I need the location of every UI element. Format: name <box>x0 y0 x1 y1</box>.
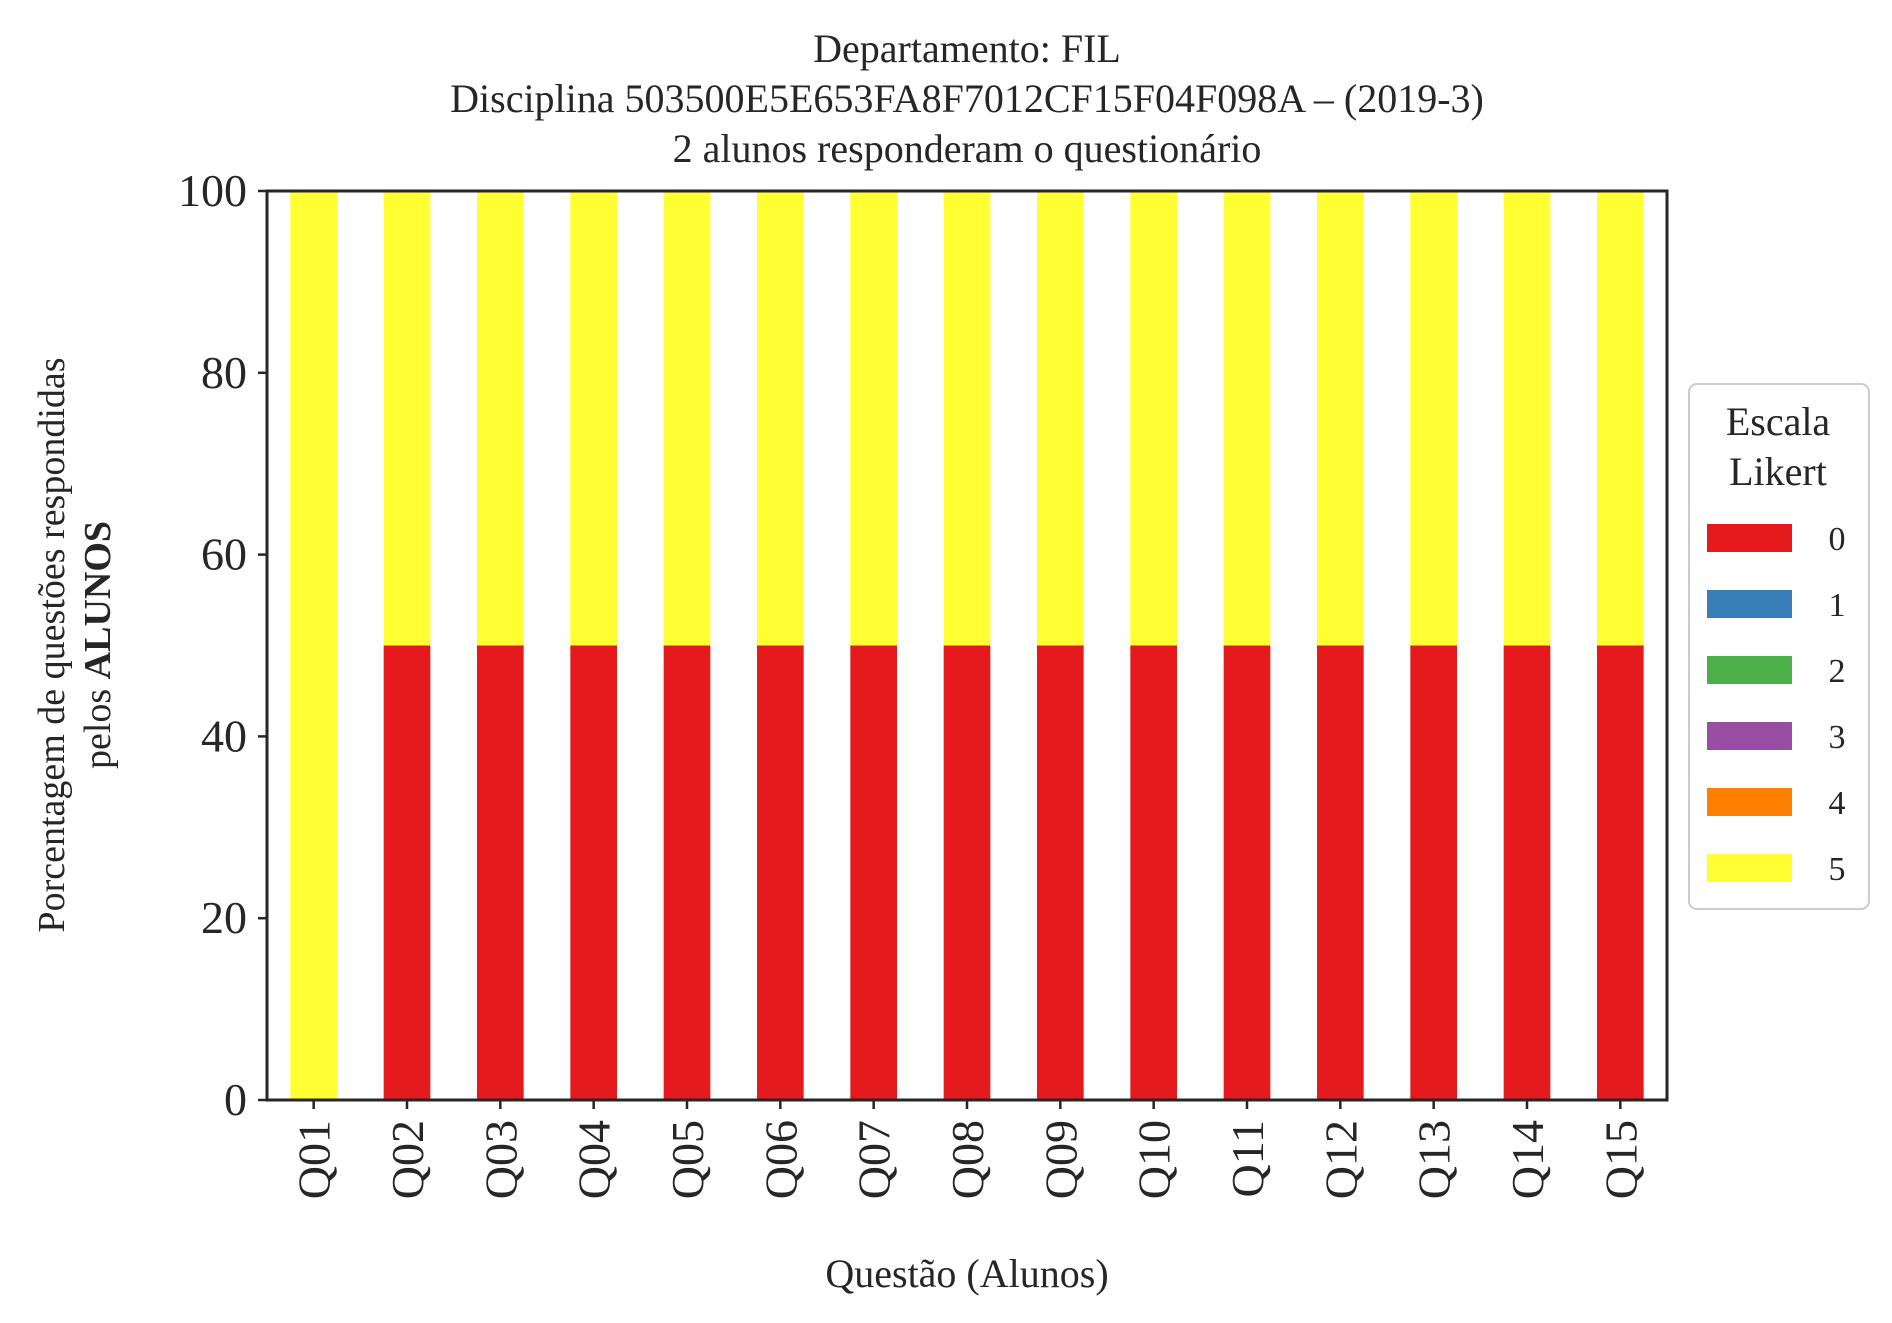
legend-title: Escala Likert <box>1726 399 1831 494</box>
bar-Q08-scale-5 <box>943 191 991 646</box>
legend-label-2: 2 <box>1829 653 1846 690</box>
bar-Q12-scale-5 <box>1317 191 1364 646</box>
y-axis-label-line-1: Porcentagem de questões respondidas <box>31 357 73 932</box>
bar-Q15-scale-0 <box>1597 645 1644 1100</box>
legend-label-1: 1 <box>1829 587 1846 624</box>
bar-Q03-scale-5 <box>477 191 524 646</box>
legend-title-line-2: Likert <box>1729 449 1827 494</box>
legend-swatch-4 <box>1707 788 1792 816</box>
x-tick-label: Q09 <box>1035 1120 1086 1199</box>
bar-Q02-scale-5 <box>383 191 431 646</box>
legend: Escala Likert 0 1 2 3 4 5 <box>1688 383 1870 910</box>
y-tick-label: 20 <box>201 892 247 943</box>
bar-Q09-scale-0 <box>1037 645 1084 1100</box>
bar-Q14-scale-5 <box>1503 191 1551 646</box>
bars <box>290 191 1644 1100</box>
legend-frame <box>1688 383 1870 910</box>
bar-Q10-scale-5 <box>1130 191 1177 646</box>
title-line-3: 2 alunos responderam o questionário <box>673 126 1262 171</box>
bar-Q07-scale-0 <box>850 645 897 1100</box>
x-axis: Q01 Q02 Q03 Q04 Q05 Q06 Q07 Q08 Q09 Q10 Q11 Q12 Q13 Q… <box>289 1100 1646 1199</box>
legend-swatch-2 <box>1707 656 1792 684</box>
bar-Q08-scale-0 <box>943 645 991 1100</box>
bar-Q05-scale-5 <box>663 191 711 646</box>
chart-title: Departamento: FIL Disciplina 503500E5E653… <box>450 26 1484 171</box>
x-tick-label: Q07 <box>849 1120 900 1199</box>
y-axis: 0 20 40 60 80 100 <box>178 165 267 1125</box>
x-tick-label: Q01 <box>289 1120 340 1199</box>
legend-swatch-3 <box>1707 722 1792 750</box>
y-axis-label-line-2: pelos ALUNOS <box>77 521 119 769</box>
x-tick-label: Q14 <box>1502 1120 1553 1199</box>
legend-swatch-5 <box>1707 854 1792 882</box>
y-tick-label: 80 <box>201 347 247 398</box>
x-tick-label: Q02 <box>382 1120 433 1199</box>
legend-items: 0 1 2 3 4 5 <box>1707 521 1846 888</box>
x-tick-label: Q08 <box>942 1120 993 1199</box>
x-tick-label: Q05 <box>662 1120 713 1199</box>
x-tick-label: Q10 <box>1129 1120 1180 1199</box>
legend-title-line-1: Escala <box>1726 399 1831 444</box>
bar-Q10-scale-0 <box>1130 645 1177 1100</box>
bar-Q09-scale-5 <box>1037 191 1084 646</box>
bar-Q15-scale-5 <box>1597 191 1644 646</box>
bar-Q01-scale-5 <box>290 191 337 1100</box>
y-tick-label: 100 <box>178 165 247 216</box>
x-tick-label: Q15 <box>1595 1120 1646 1199</box>
bar-Q03-scale-0 <box>477 645 524 1100</box>
bar-Q07-scale-5 <box>850 191 897 646</box>
bar-Q05-scale-0 <box>663 645 711 1100</box>
x-tick-label: Q13 <box>1409 1120 1460 1199</box>
legend-label-5: 5 <box>1829 851 1846 888</box>
bar-Q12-scale-0 <box>1317 645 1364 1100</box>
bar-Q04-scale-0 <box>570 645 617 1100</box>
bar-Q04-scale-5 <box>570 191 617 646</box>
x-tick-label: Q11 <box>1222 1120 1273 1198</box>
legend-swatch-0 <box>1707 524 1792 552</box>
legend-label-3: 3 <box>1829 719 1846 756</box>
bar-Q02-scale-0 <box>383 645 431 1100</box>
y-tick-label: 0 <box>224 1074 247 1125</box>
bar-Q06-scale-5 <box>757 191 804 646</box>
x-axis-label: Questão (Alunos) <box>825 1251 1108 1296</box>
x-tick-label: Q04 <box>569 1120 620 1199</box>
bar-Q13-scale-0 <box>1410 645 1457 1100</box>
title-line-1: Departamento: FIL <box>813 26 1121 71</box>
x-tick-label: Q06 <box>755 1120 806 1199</box>
y-tick-label: 40 <box>201 710 247 761</box>
x-tick-label: Q03 <box>475 1120 526 1199</box>
legend-label-4: 4 <box>1829 785 1846 822</box>
legend-swatch-1 <box>1707 590 1792 618</box>
bar-Q14-scale-0 <box>1503 645 1551 1100</box>
bar-Q06-scale-0 <box>757 645 804 1100</box>
bar-Q11-scale-5 <box>1223 191 1271 646</box>
y-axis-label-bold: ALUNOS <box>77 521 119 679</box>
y-tick-label: 60 <box>201 529 247 580</box>
x-tick-label: Q12 <box>1315 1120 1366 1199</box>
legend-label-0: 0 <box>1829 521 1846 558</box>
y-axis-label-prefix: pelos <box>77 679 119 769</box>
bar-Q13-scale-5 <box>1410 191 1457 646</box>
title-line-2: Disciplina 503500E5E653FA8F7012CF15F04F0… <box>450 76 1484 121</box>
bar-Q11-scale-0 <box>1223 645 1271 1100</box>
